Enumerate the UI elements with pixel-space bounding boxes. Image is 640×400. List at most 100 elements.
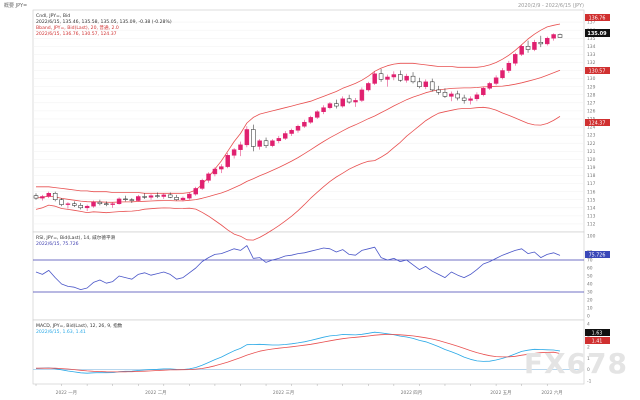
candle-body xyxy=(481,88,486,96)
price-y-tick: 121 xyxy=(587,149,596,155)
price-y-tick: 134 xyxy=(587,44,596,50)
middle-band-tag: 130.57 xyxy=(585,67,610,74)
candle-body xyxy=(391,74,397,78)
candle-body xyxy=(506,63,512,71)
candle-body xyxy=(321,107,326,112)
x-tick-label: 2022 五月 xyxy=(490,390,511,396)
last-price-tag: 135.09 xyxy=(585,29,610,37)
price-y-tick: 129 xyxy=(587,84,596,90)
candle-body xyxy=(187,193,192,199)
price-y-tick: 116 xyxy=(587,189,596,195)
candle-body xyxy=(97,201,103,205)
candle-body xyxy=(78,205,83,209)
price-y-tick: 119 xyxy=(587,165,596,171)
candle-body xyxy=(519,46,524,55)
candle-body xyxy=(302,121,307,127)
candle-body xyxy=(251,129,256,147)
price-y-tick: 130 xyxy=(587,76,596,82)
candle-body xyxy=(238,144,243,150)
price-y-tick: 115 xyxy=(587,197,596,203)
price-y-tick: 132 xyxy=(587,60,596,66)
candle-body xyxy=(263,140,269,146)
svg-text:135.09: 135.09 xyxy=(587,31,607,37)
candle-body xyxy=(212,168,218,175)
candle-body xyxy=(180,197,186,200)
header-title: 概要 JPY= xyxy=(4,2,27,9)
rsi-y-tick: 20 xyxy=(587,298,593,304)
bollinger-lower-line xyxy=(35,106,561,241)
svg-text:1.63: 1.63 xyxy=(592,330,603,336)
candle-body xyxy=(161,194,167,197)
candle-body xyxy=(372,73,377,84)
x-tick-label: 2022 二月 xyxy=(145,390,166,396)
price-y-tick: 120 xyxy=(587,157,596,163)
price-legend-3: Bband, JPY=, Bid(Last), 20, 普通, 2.0 xyxy=(36,24,119,31)
candle-body xyxy=(52,193,58,200)
macd-value-tag: 1.63 xyxy=(585,329,610,336)
candle-body xyxy=(219,166,224,170)
svg-text:130.57: 130.57 xyxy=(589,68,606,74)
price-y-tick: 128 xyxy=(587,92,596,98)
candle-body xyxy=(276,138,282,142)
candle-body xyxy=(436,89,441,93)
candle-body xyxy=(91,201,96,207)
macd-y-tick: 0 xyxy=(587,367,590,373)
candle-body xyxy=(104,203,109,205)
macd-legend-1: MACD, JPY=, Bid(Last), 12, 26, 9, 指数 xyxy=(36,322,123,329)
price-y-tick: 123 xyxy=(587,133,596,139)
rsi-legend-2: 2022/6/15, 75.726 xyxy=(36,241,79,247)
candle-body xyxy=(46,193,52,197)
candle-body xyxy=(199,180,205,189)
candle-body xyxy=(500,70,505,79)
bollinger-upper-line xyxy=(36,23,561,194)
candle-body xyxy=(327,103,333,108)
price-y-tick: 126 xyxy=(587,109,596,115)
x-tick-label: 2022 四月 xyxy=(401,390,422,396)
rsi-y-tick: 50 xyxy=(587,274,593,280)
candle-body xyxy=(532,42,537,50)
svg-text:75.726: 75.726 xyxy=(589,252,606,258)
candle-body xyxy=(282,133,288,139)
price-panel xyxy=(32,9,585,233)
candle-body xyxy=(513,54,518,64)
bollinger-middle-line xyxy=(35,69,561,203)
price-legend-2: 2022/6/15, 135.46, 135.58, 135.05, 135.0… xyxy=(36,19,172,25)
lower-band-tag: 124.37 xyxy=(585,119,610,126)
candle-body xyxy=(353,100,358,103)
candle-body xyxy=(244,129,250,146)
candle-body xyxy=(314,111,320,118)
candle-body xyxy=(398,74,403,81)
candle-body xyxy=(455,93,460,99)
watermark-logo: FX678 xyxy=(523,347,628,380)
candle-body xyxy=(123,198,128,200)
x-tick-label: 2022 一月 xyxy=(56,390,77,396)
candle-body xyxy=(33,195,39,199)
candle-body xyxy=(65,203,71,205)
rsi-y-tick: 40 xyxy=(587,282,593,288)
price-y-tick: 114 xyxy=(587,205,596,211)
rsi-y-tick: 60 xyxy=(587,266,593,272)
price-y-tick: 133 xyxy=(587,52,596,58)
candle-body xyxy=(129,199,135,201)
candle-body xyxy=(474,94,480,100)
candle-body xyxy=(270,140,275,146)
candle-body xyxy=(461,97,467,101)
candle-body xyxy=(366,83,371,91)
candle-body xyxy=(468,98,473,101)
candle-body xyxy=(544,37,550,45)
price-y-tick: 112 xyxy=(587,222,596,228)
price-y-tick: 118 xyxy=(587,173,596,179)
candle-body xyxy=(417,81,422,87)
price-y-tick: 122 xyxy=(587,141,596,147)
candle-body xyxy=(429,81,435,91)
candle-body xyxy=(167,194,173,198)
candle-body xyxy=(206,173,211,181)
header-range: 2020/2/9 - 2022/6/15 (JPY) xyxy=(518,3,584,9)
candle-body xyxy=(308,117,314,123)
candle-body xyxy=(231,149,237,156)
candle-body xyxy=(257,140,262,147)
price-y-tick: 113 xyxy=(587,213,596,219)
candle-body xyxy=(410,75,416,83)
price-y-tick: 127 xyxy=(587,100,596,106)
